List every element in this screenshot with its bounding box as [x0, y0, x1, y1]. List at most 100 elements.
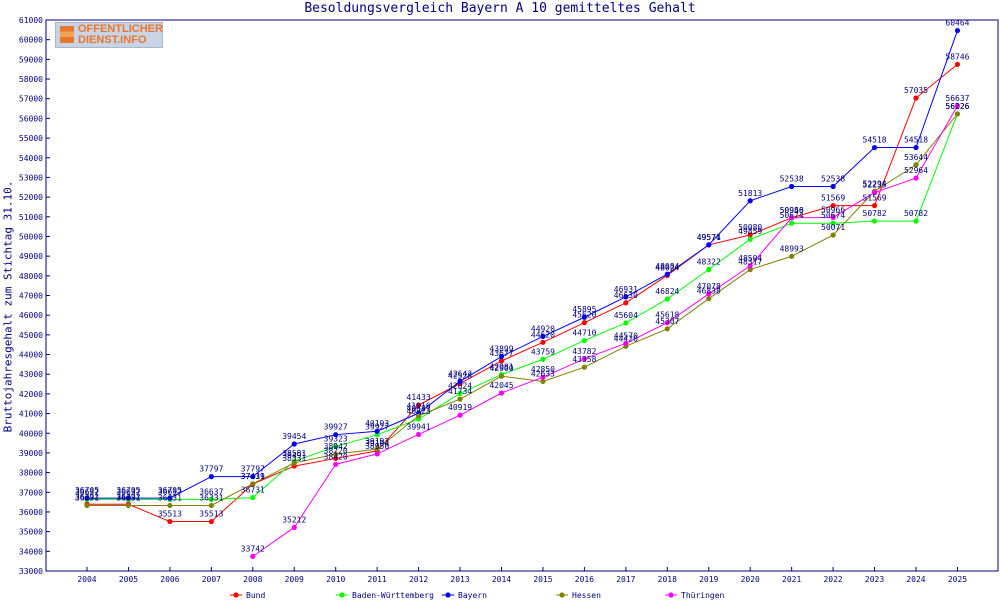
data-point — [954, 61, 961, 67]
data-label: 56226 — [945, 102, 969, 111]
data-label: 39927 — [324, 423, 348, 432]
x-tick-label: 2006 — [160, 575, 179, 584]
data-label: 39104 — [365, 439, 389, 448]
data-point — [333, 461, 339, 467]
data-point — [789, 253, 795, 259]
series-line-2 — [87, 30, 958, 499]
data-point — [913, 144, 919, 151]
data-point — [623, 340, 629, 346]
data-point — [498, 358, 505, 364]
data-point — [84, 502, 90, 509]
x-tick-label: 2025 — [948, 575, 967, 584]
data-point — [664, 271, 670, 277]
data-point — [954, 111, 961, 117]
data-label: 38720 — [324, 446, 348, 455]
legend-label: Baden-Württemberg — [352, 591, 434, 600]
data-label: 36392 — [116, 492, 140, 501]
logo-line-1: OFFENTLICHER — [78, 23, 163, 35]
x-tick-label: 2015 — [533, 575, 552, 584]
legend-label: Bund — [246, 591, 265, 600]
data-label: 37797 — [199, 465, 223, 474]
x-tick-label: 2021 — [782, 575, 801, 584]
data-point — [913, 218, 919, 224]
data-label: 49571 — [697, 233, 721, 242]
data-label: 39454 — [282, 432, 306, 441]
data-point — [250, 481, 256, 487]
data-label: 36705 — [75, 486, 99, 495]
data-point — [84, 495, 90, 501]
data-label: 48504 — [738, 254, 762, 263]
legend-swatch-point — [559, 592, 565, 598]
data-label: 56637 — [945, 94, 969, 103]
data-point — [581, 337, 588, 344]
data-label: 44920 — [531, 324, 555, 333]
data-label: 46630 — [614, 291, 638, 300]
data-label: 53644 — [904, 153, 928, 162]
data-point — [250, 553, 256, 559]
data-label: 50966 — [821, 205, 845, 214]
data-point — [208, 474, 214, 480]
y-tick-label: 55000 — [19, 134, 43, 143]
y-tick-label: 45000 — [19, 331, 43, 340]
y-tick-label: 36000 — [19, 508, 43, 517]
data-point — [167, 495, 173, 501]
data-point — [498, 390, 505, 396]
y-tick-label: 60000 — [19, 36, 43, 45]
y-tick-label: 38000 — [19, 469, 43, 478]
x-tick-label: 2022 — [823, 575, 842, 584]
data-label: 35212 — [282, 515, 306, 524]
x-tick-label: 2012 — [409, 575, 428, 584]
data-label: 40723 — [407, 407, 431, 416]
data-label: 36637 — [116, 487, 140, 496]
data-point — [167, 502, 173, 509]
data-point — [664, 326, 670, 332]
data-label: 43358 — [572, 355, 596, 364]
data-label: 56226 — [945, 102, 969, 111]
y-tick-label: 41000 — [19, 410, 43, 419]
data-label: 36637 — [158, 487, 182, 496]
data-label: 51813 — [738, 189, 762, 198]
data-point — [623, 294, 629, 300]
chart-title: Besoldungsvergleich Bayern A 10 gemittel… — [304, 1, 696, 16]
data-point — [954, 27, 961, 34]
series-line-4 — [252, 105, 958, 557]
data-label: 38331 — [282, 454, 306, 463]
data-point — [871, 144, 878, 151]
data-label: 38491 — [282, 451, 306, 460]
data-point — [374, 428, 380, 434]
data-label: 45618 — [655, 311, 679, 320]
data-point — [250, 474, 256, 480]
data-point — [457, 390, 463, 397]
y-tick-label: 58000 — [19, 75, 43, 84]
data-point — [830, 183, 836, 190]
data-label: 44420 — [614, 334, 638, 343]
data-point — [333, 455, 339, 462]
y-tick-label: 35000 — [19, 528, 43, 537]
data-label: 43782 — [572, 347, 596, 356]
legend-swatch-point — [339, 592, 345, 598]
data-label: 50080 — [738, 223, 762, 232]
y-tick-label: 47000 — [19, 292, 43, 301]
data-label: 42633 — [531, 369, 555, 378]
logo-line-2: DIENST.INFO — [78, 34, 147, 46]
data-label: 48993 — [780, 244, 804, 253]
data-label: 45307 — [655, 317, 679, 326]
data-label: 38942 — [324, 442, 348, 451]
data-label: 37797 — [241, 465, 265, 474]
y-tick-label: 52000 — [19, 193, 43, 202]
data-label: 48322 — [697, 257, 721, 266]
data-point — [498, 353, 505, 360]
data-label: 36731 — [241, 486, 265, 495]
y-tick-label: 43000 — [19, 370, 43, 379]
data-label: 50950 — [780, 206, 804, 215]
data-label: 50674 — [821, 211, 845, 220]
data-point — [291, 460, 297, 466]
data-label: 38950 — [365, 442, 389, 451]
x-tick-label: 2019 — [699, 575, 718, 584]
data-label: 45620 — [572, 311, 596, 320]
data-label: 42045 — [489, 381, 513, 390]
data-label: 36331 — [199, 493, 223, 502]
data-point — [830, 214, 836, 221]
data-point — [747, 236, 753, 242]
